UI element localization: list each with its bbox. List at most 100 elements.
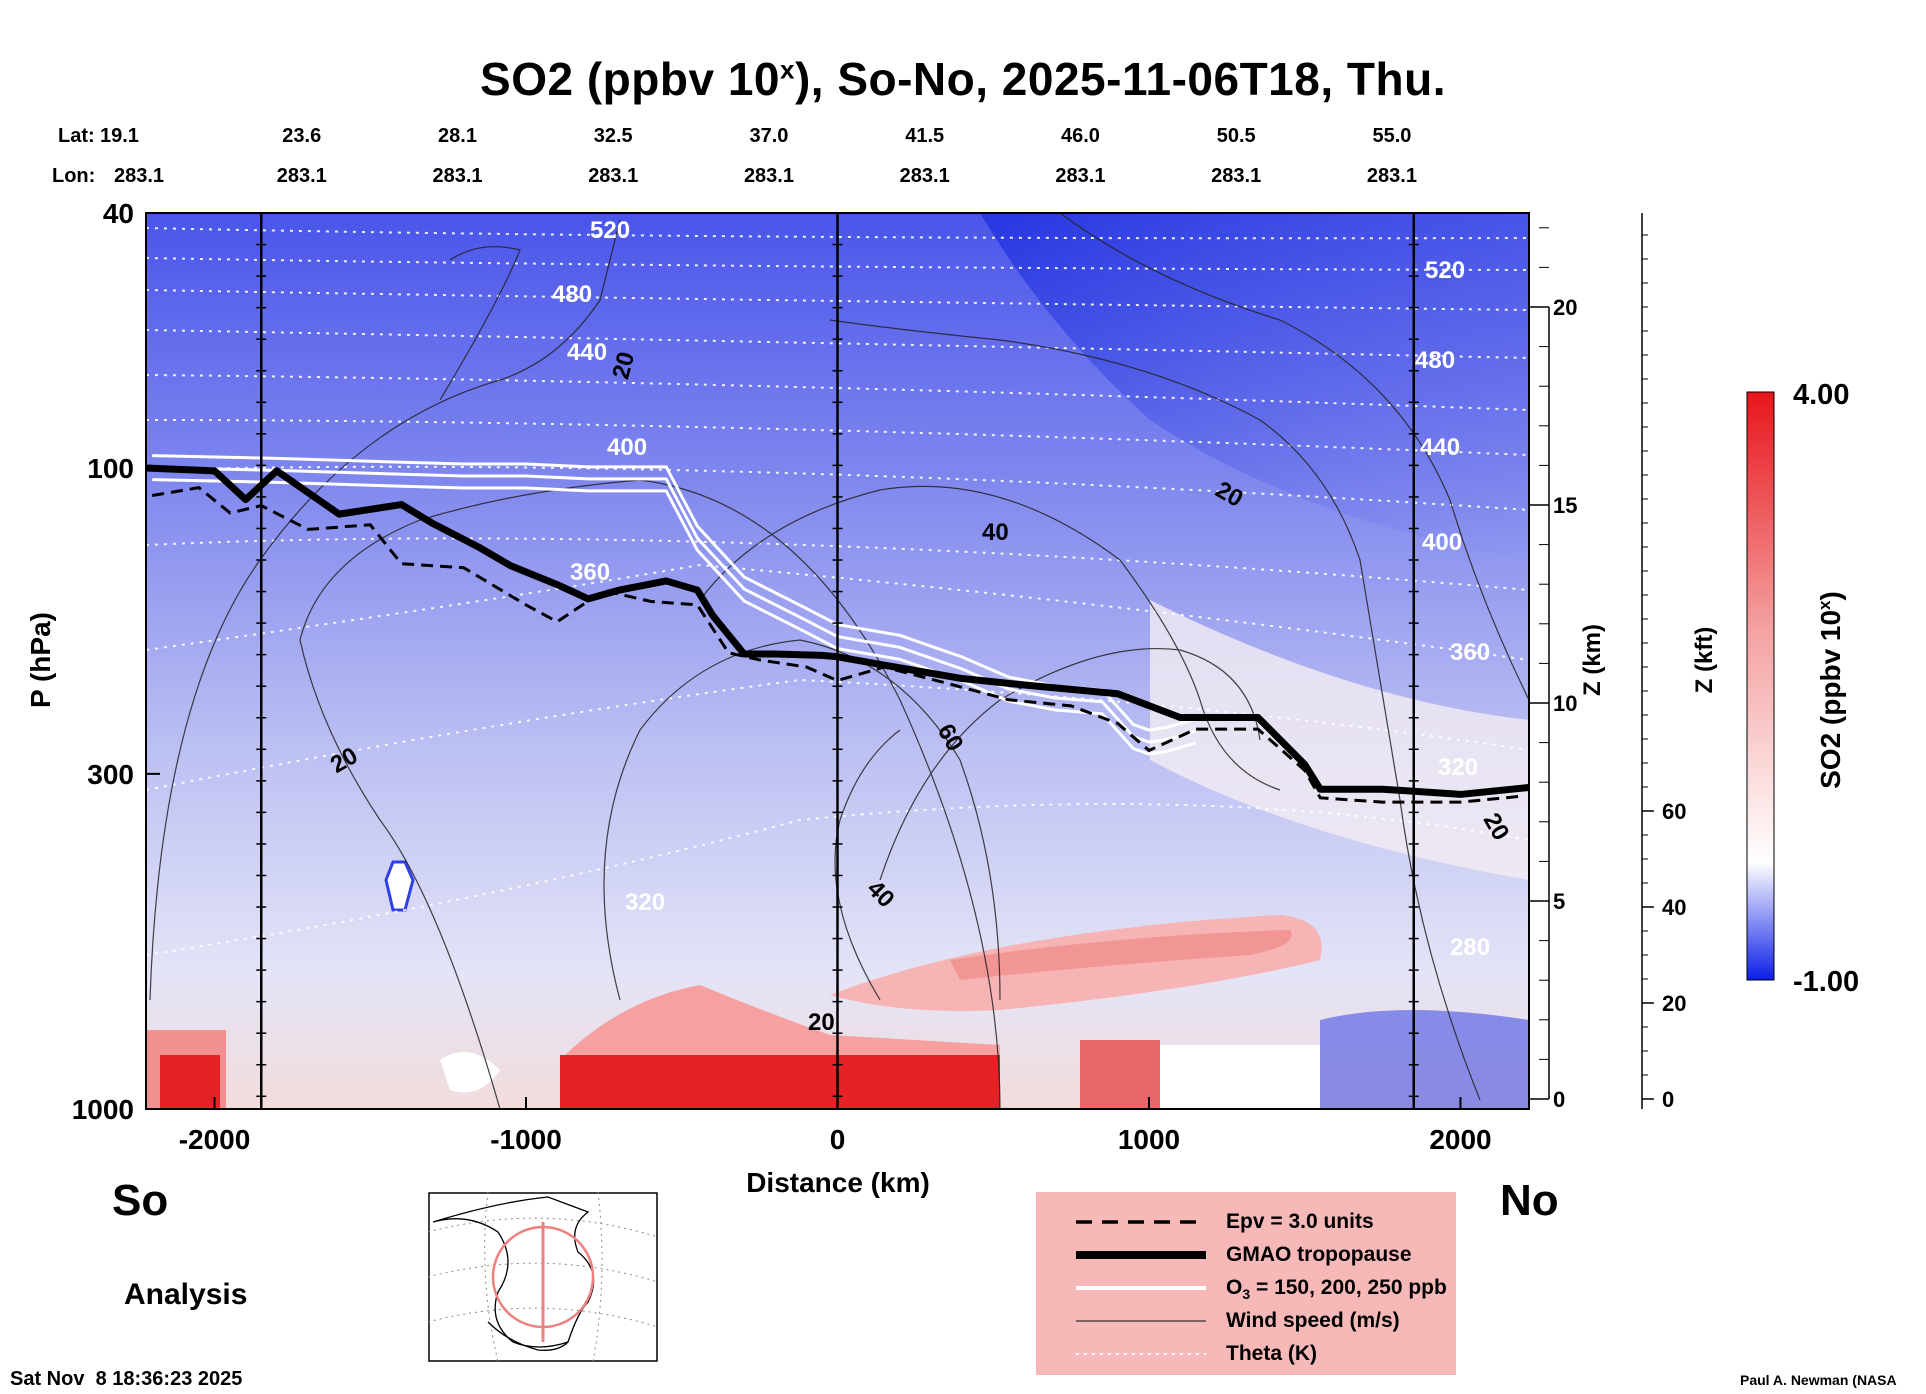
- so2-missing-surface: [1160, 1045, 1320, 1109]
- legend-label-tropopause: GMAO tropopause: [1226, 1243, 1412, 1266]
- z-km-axis: 0 5 10 15 20: [1529, 227, 1577, 1112]
- x-tick-label: 0: [830, 1124, 846, 1155]
- colorbar-title: SO2 (ppbv 10x): [1815, 591, 1846, 789]
- legend: Epv = 3.0 units GMAO tropopause O3 = 150…: [1036, 1192, 1456, 1375]
- legend-item-tropopause: GMAO tropopause: [1036, 1241, 1456, 1271]
- legend-item-o3: O3 = 150, 200, 250 ppb: [1036, 1274, 1456, 1304]
- theta-labels: 520 480 440 400 360 320 520 480 440 400 …: [552, 217, 1490, 961]
- legend-swatch-o3: [1076, 1286, 1206, 1290]
- legend-item-wind: Wind speed (m/s): [1036, 1307, 1456, 1337]
- colorbar-max-label: 4.00: [1793, 379, 1849, 411]
- p-tick-label: 100: [87, 453, 134, 484]
- colorbar-title-exp: x: [1815, 600, 1834, 610]
- z-kft-tick-label: 0: [1662, 1087, 1674, 1112]
- lon-value: 283.1: [588, 165, 639, 187]
- so2-high-surface-far-left-core: [160, 1055, 220, 1109]
- legend-swatch-epv: [1076, 1220, 1206, 1224]
- so2-high-layer-core: [950, 930, 1292, 980]
- wind-label: 40: [982, 519, 1009, 546]
- x-tick-label: -2000: [179, 1124, 251, 1155]
- o3-contour-250: [152, 478, 1197, 756]
- wind-label: 20: [808, 1009, 835, 1036]
- lon-value: 283.1: [743, 165, 794, 187]
- z-km-tick-label: 20: [1553, 295, 1577, 320]
- y-axis-label: P (hPa): [25, 612, 56, 708]
- p-tick-label: 1000: [72, 1094, 134, 1125]
- legend-label-o3: O3 = 150, 200, 250 ppb: [1226, 1276, 1447, 1302]
- south-label: So: [112, 1176, 169, 1225]
- legend-label-epv: Epv = 3.0 units: [1226, 1210, 1374, 1233]
- lon-value: 283.1: [114, 165, 165, 187]
- lat-value: 55.0: [1372, 125, 1412, 147]
- o3-contour-150: [152, 454, 1197, 732]
- p-tick-label: 40: [103, 198, 134, 229]
- inset-map: [428, 1192, 658, 1362]
- legend-o3-sub: 3: [1242, 1286, 1251, 1303]
- legend-label-wind: Wind speed (m/s): [1226, 1309, 1400, 1332]
- x-axis-label: Distance (km): [746, 1167, 930, 1198]
- lat-value: 41.5: [905, 125, 945, 147]
- lat-value: 32.5: [593, 125, 633, 147]
- title-main: SO2 (ppbv 10: [480, 53, 780, 105]
- so2-low-region-stratosphere: [980, 213, 1529, 560]
- chart-title: SO2 (ppbv 10x), So-No, 2025-11-06T18, Th…: [0, 52, 1926, 106]
- legend-o3-rest: = 150, 200, 250 ppb: [1250, 1276, 1447, 1299]
- so2-high-surface-mid: [1080, 1040, 1160, 1109]
- map-coastline: [432, 1196, 595, 1348]
- north-label: No: [1500, 1176, 1559, 1225]
- so2-missing-patch: [440, 1052, 500, 1093]
- theta-contours: [146, 227, 1529, 956]
- theta-label: 320: [1438, 754, 1478, 781]
- legend-item-epv: Epv = 3.0 units: [1036, 1208, 1456, 1238]
- z-km-tick-label: 10: [1553, 691, 1577, 716]
- analysis-label: Analysis: [124, 1278, 248, 1311]
- lat-value: 37.0: [749, 125, 789, 147]
- lon-value: 283.1: [899, 165, 950, 187]
- wind-speed-contours: [149, 213, 1529, 1109]
- map-graticule: [428, 1192, 658, 1362]
- colorbar-min-label: -1.00: [1793, 966, 1859, 998]
- z-km-tick-label: 5: [1553, 889, 1565, 914]
- station-lines: [256, 212, 1419, 1109]
- colorbar-title-main: SO2 (ppbv 10: [1815, 610, 1846, 789]
- z-kft-axis: 0 20 40 60: [1641, 213, 1686, 1112]
- lon-value: 283.1: [1211, 165, 1262, 187]
- x-tick-label: 1000: [1118, 1124, 1180, 1155]
- theta-label: 520: [590, 217, 630, 244]
- theta-label: 360: [1450, 639, 1490, 666]
- so2-low-surface-right: [1320, 1010, 1529, 1109]
- theta-label: 400: [1422, 529, 1462, 556]
- legend-item-theta: Theta (K): [1036, 1340, 1456, 1370]
- x-tick-label: -1000: [490, 1124, 562, 1155]
- legend-o3-main: O: [1226, 1276, 1243, 1299]
- colorbar: [1746, 391, 1775, 981]
- theta-label: 480: [1415, 347, 1455, 374]
- x-tick-label: 2000: [1429, 1124, 1491, 1155]
- z-km-tick-label: 15: [1553, 493, 1577, 518]
- legend-label-theta: Theta (K): [1226, 1342, 1317, 1365]
- lon-row-label: Lon:: [52, 165, 96, 187]
- lon-value: 283.1: [1055, 165, 1106, 187]
- z-km-tick-label: 0: [1553, 1087, 1565, 1112]
- z-km-label: Z (km): [1579, 624, 1606, 696]
- z-kft-label: Z (kft): [1691, 627, 1718, 694]
- x-axis: -2000 -1000 0 1000 2000: [179, 1097, 1492, 1155]
- z-kft-tick-label: 60: [1662, 799, 1686, 824]
- lon-value: 283.1: [276, 165, 327, 187]
- tropopause-line: [146, 464, 1529, 798]
- legend-swatch-tropopause: [1076, 1251, 1206, 1259]
- p-axis: 40 100 300 1000: [72, 198, 160, 1125]
- z-kft-tick-label: 20: [1662, 991, 1686, 1016]
- lat-value: 23.6: [282, 125, 322, 147]
- legend-swatch-wind: [1076, 1320, 1206, 1322]
- colorbar-title-end: ): [1815, 591, 1846, 600]
- credit: Paul A. Newman (NASA: [1740, 1372, 1897, 1388]
- so2-neutral-band: [1150, 600, 1529, 880]
- theta-label: 360: [570, 559, 610, 586]
- map-coastline-gulf: [487, 1321, 569, 1351]
- lat-row-label: Lat:: [58, 125, 95, 147]
- lat-value: 19.1: [100, 125, 139, 147]
- legend-swatch-theta: [1076, 1353, 1206, 1355]
- theta-label: 520: [1425, 257, 1465, 284]
